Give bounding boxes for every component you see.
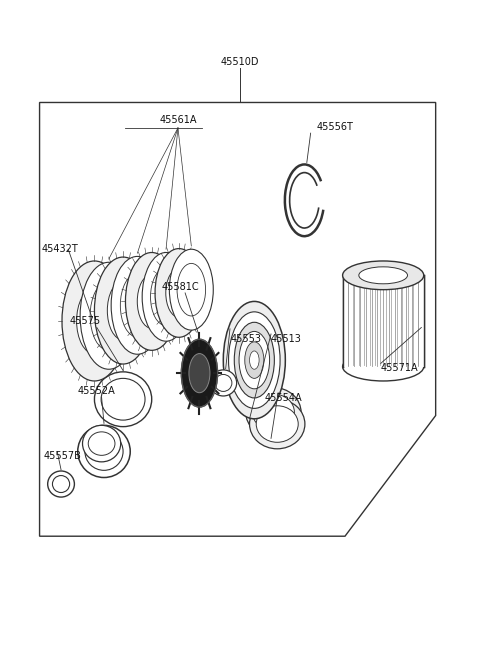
Ellipse shape <box>166 269 192 317</box>
Ellipse shape <box>90 281 127 350</box>
Text: 45553: 45553 <box>230 334 262 344</box>
Ellipse shape <box>239 331 270 389</box>
Ellipse shape <box>246 388 301 437</box>
Ellipse shape <box>256 405 298 442</box>
Ellipse shape <box>155 249 203 337</box>
Ellipse shape <box>62 261 127 381</box>
Text: 45552A: 45552A <box>78 386 116 396</box>
Text: 45556T: 45556T <box>316 122 353 132</box>
Ellipse shape <box>343 352 424 381</box>
Ellipse shape <box>48 471 74 497</box>
Text: 45432T: 45432T <box>42 244 79 254</box>
Ellipse shape <box>181 339 217 407</box>
Bar <box>343 275 424 367</box>
Ellipse shape <box>108 281 139 340</box>
Ellipse shape <box>250 400 305 449</box>
Ellipse shape <box>88 432 115 455</box>
Ellipse shape <box>111 256 164 354</box>
Text: 45581C: 45581C <box>162 282 199 291</box>
Ellipse shape <box>234 322 275 398</box>
Ellipse shape <box>52 476 70 493</box>
Ellipse shape <box>151 268 181 326</box>
Ellipse shape <box>228 312 280 408</box>
Text: 45557B: 45557B <box>43 451 81 461</box>
Ellipse shape <box>120 274 155 337</box>
Ellipse shape <box>95 372 152 426</box>
Ellipse shape <box>77 288 112 354</box>
Text: 45510D: 45510D <box>221 56 259 67</box>
Ellipse shape <box>83 425 120 462</box>
Text: 45554A: 45554A <box>264 393 302 403</box>
Ellipse shape <box>95 257 152 364</box>
Ellipse shape <box>250 351 259 369</box>
Text: 45561A: 45561A <box>159 115 197 125</box>
Ellipse shape <box>189 354 210 393</box>
Ellipse shape <box>245 342 264 379</box>
Ellipse shape <box>169 250 213 330</box>
Ellipse shape <box>210 370 237 396</box>
Ellipse shape <box>85 432 123 470</box>
Ellipse shape <box>343 261 424 290</box>
Ellipse shape <box>137 274 166 328</box>
Ellipse shape <box>359 267 408 284</box>
Ellipse shape <box>80 262 137 369</box>
Ellipse shape <box>78 425 130 477</box>
Text: 45513: 45513 <box>271 334 302 344</box>
Ellipse shape <box>142 252 190 341</box>
Ellipse shape <box>215 375 232 392</box>
Ellipse shape <box>177 263 205 316</box>
Ellipse shape <box>252 394 294 430</box>
Ellipse shape <box>223 301 285 419</box>
Ellipse shape <box>101 379 145 420</box>
Text: 45575: 45575 <box>69 316 100 326</box>
Ellipse shape <box>125 252 178 350</box>
Text: 45571A: 45571A <box>381 364 419 373</box>
Bar <box>343 275 424 367</box>
